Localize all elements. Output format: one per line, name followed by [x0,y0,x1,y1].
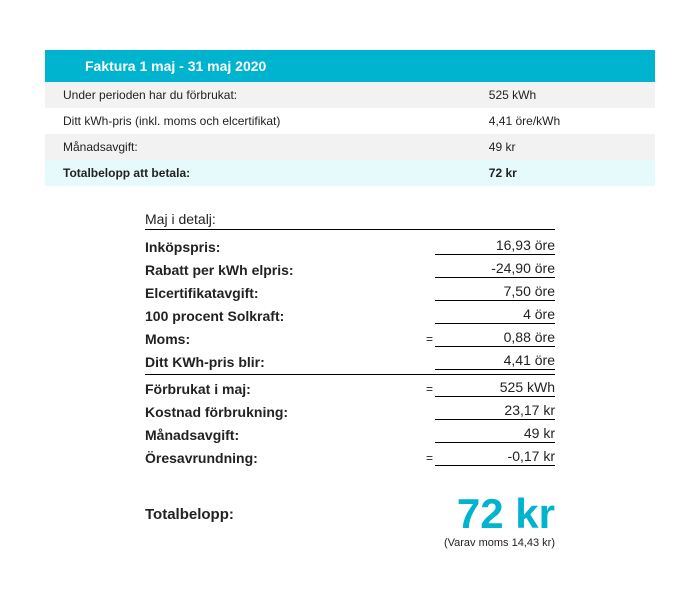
detail-line-label: Öresavrundning: [145,450,258,466]
detail-line: Månadsavgift: 49 kr [145,422,555,445]
summary-row: Månadsavgift: 49 kr [45,134,655,160]
detail-line-label: Månadsavgift: [145,427,239,443]
detail-line-label: Elcertifikatavgift: [145,285,259,301]
invoice-detail: Maj i detalj: Inköpspris: 16,93 öre Rabatt… [145,211,555,549]
summary-row: Ditt kWh-pris (inkl. moms och elcertifik… [45,108,655,134]
summary-label: Månadsavgift: [45,134,449,160]
invoice-summary-table: Faktura 1 maj - 31 maj 2020 Under period… [45,50,655,186]
vat-note: (Varav moms 14,43 kr) [145,537,555,549]
detail-total-row: Totalbelopp: 72 kr [145,493,555,535]
detail-line-value: 525 kWh [435,379,555,397]
summary-total-row: Totalbelopp att betala: 72 kr [45,160,655,186]
detail-line-value: 16,93 öre [435,237,555,255]
detail-line-label: Kostnad förbrukning: [145,404,288,420]
detail-line-label: 100 procent Solkraft: [145,308,284,324]
detail-total-label: Totalbelopp: [145,506,234,523]
detail-line: 100 procent Solkraft: 4 öre [145,303,555,326]
detail-line: Elcertifikatavgift: 7,50 öre [145,280,555,303]
detail-line: Öresavrundning: =-0,17 kr [145,445,555,468]
summary-label: Under perioden har du förbrukat: [45,82,449,108]
summary-value: 4,41 öre/kWh [449,108,655,134]
detail-line-value: 7,50 öre [435,283,555,301]
summary-header: Faktura 1 maj - 31 maj 2020 [45,50,655,82]
detail-line-label: Moms: [145,331,190,347]
detail-line: Förbrukat i maj: =525 kWh [145,374,555,399]
detail-line-value: 4 öre [435,306,555,324]
detail-line-value: 0,88 öre [435,329,555,347]
summary-header-row: Faktura 1 maj - 31 maj 2020 [45,50,655,82]
detail-line-value: -24,90 öre [435,260,555,278]
detail-line: Rabatt per kWh elpris: -24,90 öre [145,257,555,280]
detail-line-value: -0,17 kr [435,448,555,466]
equals-sign: = [426,332,435,347]
detail-line: Ditt KWh-pris blir: 4,41 öre [145,349,555,372]
detail-line-value: 4,41 öre [435,352,555,370]
summary-total-value: 72 kr [449,160,655,186]
detail-line-value: 23,17 kr [435,402,555,420]
detail-line-value: 49 kr [435,425,555,443]
detail-line-label: Ditt KWh-pris blir: [145,354,265,370]
summary-row: Under perioden har du förbrukat: 525 kWh [45,82,655,108]
summary-value: 49 kr [449,134,655,160]
detail-title: Maj i detalj: [145,211,555,230]
detail-line-label: Förbrukat i maj: [145,381,251,397]
detail-line-label: Rabatt per kWh elpris: [145,262,294,278]
summary-label: Ditt kWh-pris (inkl. moms och elcertifik… [45,108,449,134]
summary-total-label: Totalbelopp att betala: [45,160,449,186]
equals-sign: = [426,382,435,397]
detail-line-label: Inköpspris: [145,239,220,255]
detail-line: Kostnad förbrukning: 23,17 kr [145,399,555,422]
detail-line: Inköpspris: 16,93 öre [145,234,555,257]
detail-total-value: 72 kr [457,493,555,535]
detail-line: Moms: =0,88 öre [145,326,555,349]
equals-sign: = [426,451,435,466]
summary-value: 525 kWh [449,82,655,108]
